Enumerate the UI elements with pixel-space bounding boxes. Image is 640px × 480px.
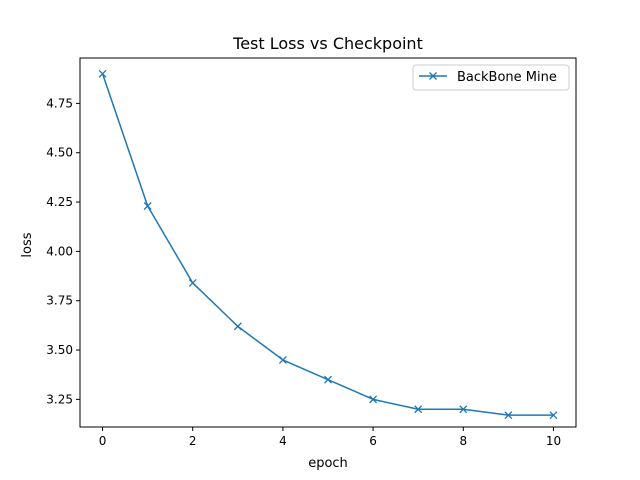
legend-entry-label: BackBone Mine xyxy=(457,70,557,85)
y-tick-label: 4.00 xyxy=(46,244,73,258)
y-tick-label: 4.50 xyxy=(46,146,73,160)
data-point xyxy=(369,395,378,404)
legend-box xyxy=(412,64,570,91)
plot-frame xyxy=(79,57,577,428)
y-tick-label: 4.25 xyxy=(46,195,73,209)
x-tick-label: 0 xyxy=(99,434,107,448)
legend: BackBone Mine xyxy=(412,64,570,91)
y-tick-label: 3.50 xyxy=(46,343,73,357)
y-axis-label: loss xyxy=(20,232,35,257)
data-point xyxy=(324,375,332,384)
x-tick-label: 2 xyxy=(189,434,197,448)
data-point xyxy=(459,405,468,414)
x-tick-label: 4 xyxy=(279,434,287,448)
data-point xyxy=(549,411,558,420)
data-point xyxy=(143,202,152,210)
data-point xyxy=(233,322,242,331)
x-axis-label: epoch xyxy=(308,456,348,471)
data-point xyxy=(98,69,107,78)
data-point xyxy=(188,278,197,287)
x-tick-label: 10 xyxy=(546,434,561,448)
x-tick-label: 6 xyxy=(369,434,377,448)
chart-title: Test Loss vs Checkpoint xyxy=(232,34,423,53)
data-point xyxy=(504,411,513,420)
y-tick-label: 3.75 xyxy=(46,294,73,308)
y-tick-label: 3.25 xyxy=(46,392,73,406)
legend-marker xyxy=(429,72,437,80)
series-layer xyxy=(98,69,558,420)
y-tick-label: 4.75 xyxy=(46,96,73,110)
y-axis: 3.25 3.50 3.75 4.00 4.25 4.50 4.75 xyxy=(46,96,80,406)
data-point xyxy=(414,405,423,414)
x-tick-label: 8 xyxy=(459,434,467,448)
x-axis: 0 2 4 6 8 10 xyxy=(99,427,561,448)
data-point xyxy=(278,355,287,364)
